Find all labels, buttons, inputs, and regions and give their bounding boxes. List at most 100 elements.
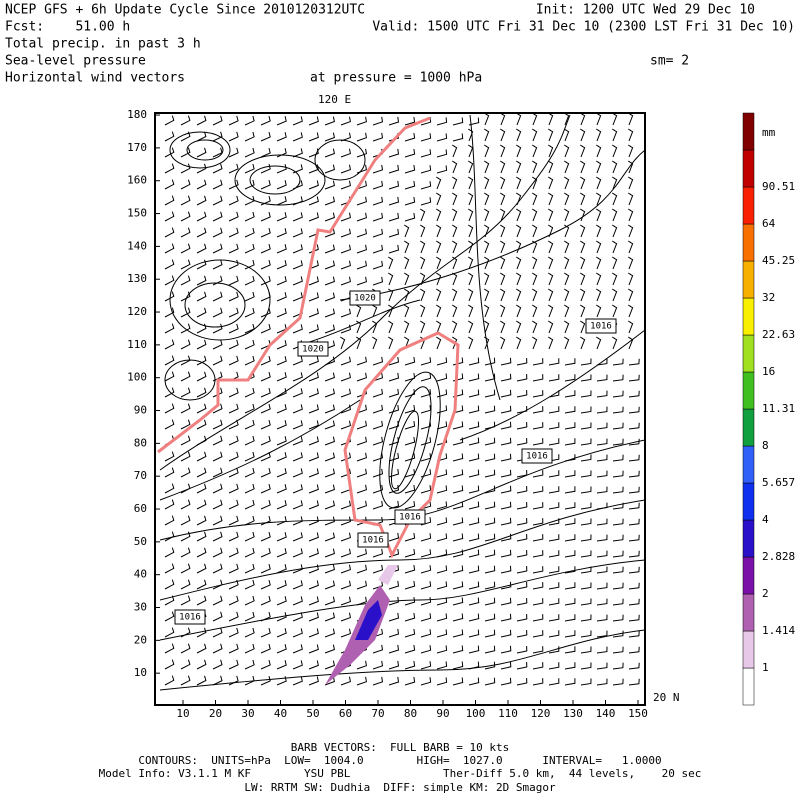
y-tick-label: 130	[127, 272, 147, 285]
wind-barb	[292, 324, 303, 334]
x-tick-label: 70	[371, 707, 384, 720]
wind-barb	[548, 240, 554, 254]
wind-barb	[388, 244, 400, 254]
wind-barb	[612, 272, 618, 286]
colorbar-swatch	[742, 223, 755, 262]
wind-barb	[324, 388, 335, 398]
wind-barb	[260, 403, 271, 414]
wind-barb	[404, 389, 416, 398]
wind-barb	[180, 147, 191, 158]
wind-barb	[500, 256, 506, 270]
wind-barb	[228, 195, 239, 206]
wind-barb	[420, 304, 426, 318]
wind-barb	[324, 212, 335, 222]
wind-barb	[420, 597, 432, 606]
y-tick-label: 170	[127, 141, 147, 154]
wind-barb	[276, 356, 287, 366]
wind-barb	[420, 149, 432, 158]
wind-barb	[612, 176, 618, 190]
wind-barb	[260, 323, 271, 334]
wind-barb	[244, 659, 255, 670]
wind-barb	[596, 358, 608, 366]
wind-barb	[324, 564, 335, 574]
wind-barb	[580, 272, 586, 286]
header-line: Horizontal wind vectors	[5, 71, 185, 86]
wind-barb	[356, 596, 367, 606]
wind-barb	[500, 549, 512, 558]
wind-barb	[580, 288, 586, 302]
wind-barb	[164, 515, 175, 526]
wind-barb	[484, 501, 496, 510]
wind-barb	[548, 160, 554, 174]
wind-barb	[484, 320, 490, 334]
wind-barb	[516, 581, 528, 590]
wind-barb	[260, 451, 271, 462]
wind-barb	[420, 181, 432, 190]
wind-barb	[532, 208, 538, 222]
wind-barb	[196, 467, 207, 478]
wind-barb	[404, 117, 416, 126]
colorbar-label: 4	[762, 513, 769, 526]
y-tick-label: 70	[134, 469, 147, 482]
colorbar-unit: mm	[762, 126, 776, 139]
wind-barb	[196, 675, 207, 686]
wind-barb	[324, 260, 335, 270]
wind-barb	[372, 180, 384, 190]
wind-barb	[212, 131, 223, 142]
wind-barb	[228, 211, 239, 222]
wind-barb	[244, 627, 255, 638]
wind-barb	[468, 208, 474, 222]
wind-barb	[468, 629, 480, 638]
wind-barb	[340, 164, 351, 174]
wind-barb	[612, 336, 618, 350]
wind-barb	[180, 659, 191, 670]
wind-barb	[340, 148, 351, 158]
wind-barb	[388, 164, 400, 174]
wind-barb	[324, 628, 335, 638]
wind-barb	[356, 276, 367, 286]
wind-barb	[292, 356, 303, 366]
wind-barb	[164, 339, 175, 350]
wind-barb	[612, 582, 624, 590]
wind-barb	[500, 645, 512, 654]
wind-barb	[452, 256, 458, 270]
wind-barb	[596, 390, 608, 398]
wind-barb	[548, 470, 560, 478]
wind-barb	[276, 500, 287, 510]
wind-barb	[196, 563, 207, 574]
wind-barb	[372, 644, 384, 654]
wind-barb	[548, 406, 560, 414]
wind-barb	[196, 147, 207, 158]
wind-barb	[516, 661, 528, 670]
wind-barb	[580, 208, 586, 222]
wind-barb	[260, 115, 271, 126]
wind-barb	[228, 659, 239, 670]
wind-barb	[244, 355, 255, 366]
wind-barb	[292, 132, 303, 142]
wind-barb	[612, 550, 624, 558]
wind-barb	[212, 371, 223, 382]
wind-barb	[276, 276, 287, 286]
wind-barb	[324, 500, 335, 510]
wind-barb	[596, 438, 608, 446]
wind-barb	[516, 304, 522, 318]
coastline	[157, 116, 460, 559]
wind-barb	[468, 581, 480, 590]
wind-barb	[596, 406, 608, 414]
wind-barb	[388, 356, 400, 366]
wind-barb	[500, 517, 512, 526]
y-tick-label: 150	[127, 207, 147, 220]
wind-barb	[468, 549, 480, 558]
wind-barb	[340, 180, 351, 190]
wind-barb	[532, 390, 544, 398]
wind-barb	[276, 388, 287, 398]
wind-barb	[164, 211, 175, 222]
wind-barb	[228, 243, 239, 254]
wind-barb	[276, 244, 287, 254]
wind-barb	[212, 339, 223, 350]
wind-barb	[388, 320, 394, 334]
wind-barb	[420, 645, 432, 654]
wind-barb	[308, 388, 319, 398]
wind-barb	[580, 256, 586, 270]
wind-barb	[484, 453, 496, 462]
